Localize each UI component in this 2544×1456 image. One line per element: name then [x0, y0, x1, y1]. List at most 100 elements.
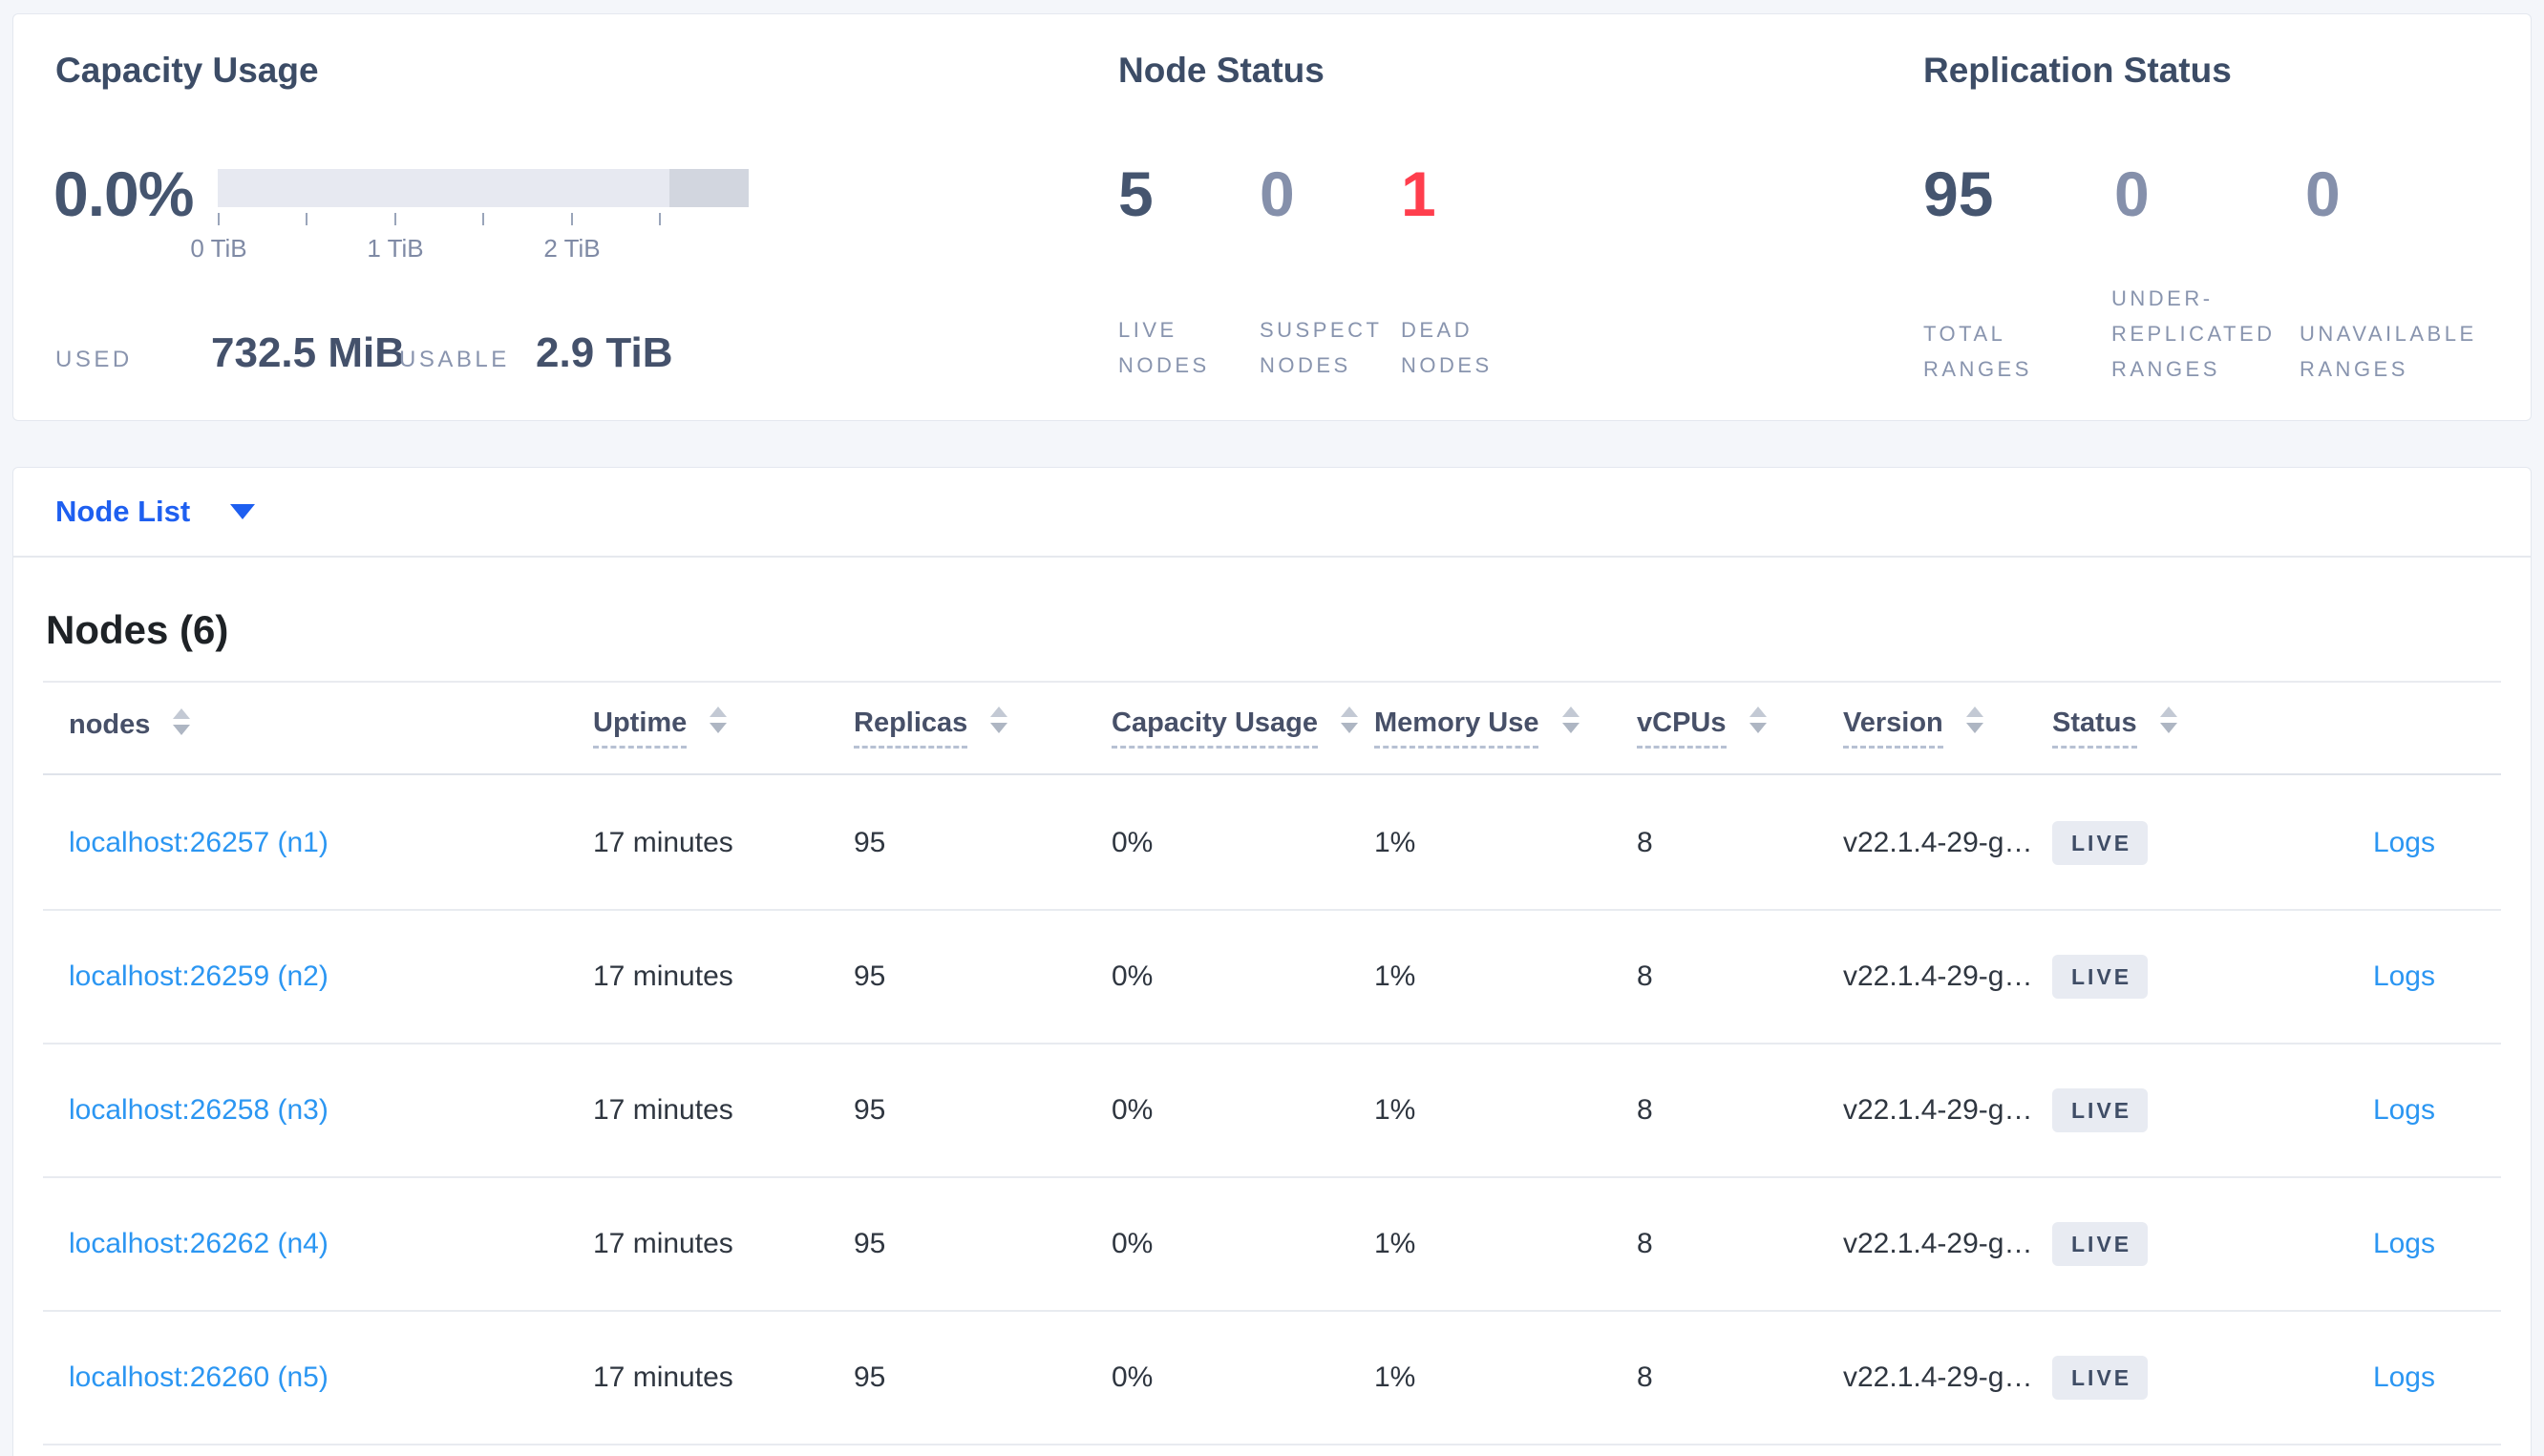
vcpus-cell: 8	[1637, 1361, 1653, 1393]
node-address-link[interactable]: localhost:26262 (n4)	[69, 1228, 329, 1259]
dead-nodes-label: DEAD NODES	[1401, 318, 1493, 377]
node-address-link[interactable]: localhost:26257 (n1)	[69, 827, 329, 858]
usable-value: 2.9 TiB	[536, 329, 673, 376]
table-body: localhost:26257 (n1) 17 minutes 95 0% 1%…	[13, 777, 2531, 1445]
axis-tick	[394, 213, 396, 225]
table-row: localhost:26262 (n4) 17 minutes 95 0% 1%…	[43, 1178, 2501, 1312]
version-cell: v22.1.4-29-g…	[1843, 1228, 2033, 1259]
unavailable-ranges-count: 0	[2305, 158, 2341, 229]
column-header-vcpus[interactable]: vCPUs	[1637, 707, 1843, 749]
sort-icon	[1561, 707, 1579, 734]
memory-cell: 1%	[1374, 827, 1416, 858]
table-row: localhost:26257 (n1) 17 minutes 95 0% 1%…	[43, 777, 2501, 911]
column-header-nodes[interactable]: nodes	[69, 707, 593, 748]
cluster-summary-panel: Capacity Usage 0.0% 0 TiB 1 TiB 2 TiB US…	[12, 13, 2532, 421]
capacity-bar-reserved-segment	[668, 169, 749, 207]
capacity-bar-track	[218, 169, 749, 207]
memory-cell: 1%	[1374, 1228, 1416, 1259]
version-cell: v22.1.4-29-g…	[1843, 1094, 2033, 1126]
live-nodes-count: 5	[1118, 158, 1154, 229]
under-replicated-ranges-label: UNDER- REPLICATED RANGES	[2111, 286, 2276, 381]
version-cell: v22.1.4-29-g…	[1843, 827, 2033, 858]
replication-status-title: Replication Status	[1923, 51, 2232, 90]
usable-label: USABLE	[399, 347, 510, 372]
capacity-cell: 0%	[1112, 1361, 1154, 1393]
axis-tick	[218, 213, 220, 225]
sort-icon	[990, 707, 1008, 734]
sort-icon	[1965, 707, 1983, 734]
sort-icon	[1341, 707, 1359, 734]
axis-tick	[659, 213, 661, 225]
vcpus-cell: 8	[1637, 827, 1653, 858]
axis-tick	[482, 213, 484, 225]
under-replicated-ranges-count: 0	[2114, 158, 2150, 229]
column-header-replicas[interactable]: Replicas	[854, 707, 1112, 749]
capacity-cell: 0%	[1112, 960, 1154, 992]
used-value: 732.5 MiB	[211, 329, 405, 376]
axis-tick-label: 0 TiB	[190, 234, 247, 263]
unavailable-ranges-label: UNAVAILABLE RANGES	[2300, 322, 2477, 381]
replicas-cell: 95	[854, 1094, 886, 1126]
axis-tick	[306, 213, 307, 225]
sort-icon	[1749, 707, 1767, 734]
logs-link[interactable]: Logs	[2372, 827, 2435, 858]
capacity-usage-title: Capacity Usage	[55, 51, 319, 90]
used-label: USED	[55, 347, 133, 372]
section-divider	[43, 681, 2501, 683]
memory-cell: 1%	[1374, 1361, 1416, 1393]
node-list-dropdown-label: Node List	[55, 495, 191, 528]
total-ranges-label: TOTAL RANGES	[1923, 322, 2032, 381]
vcpus-cell: 8	[1637, 1228, 1653, 1259]
memory-cell: 1%	[1374, 960, 1416, 992]
version-cell: v22.1.4-29-g…	[1843, 960, 2033, 992]
replicas-cell: 95	[854, 827, 886, 858]
status-badge: LIVE	[2052, 1222, 2149, 1266]
column-header-status[interactable]: Status	[2052, 707, 2291, 749]
live-nodes-label: LIVE NODES	[1118, 318, 1210, 377]
memory-cell: 1%	[1374, 1094, 1416, 1126]
node-list-dropdown[interactable]: Node List	[13, 468, 2531, 558]
capacity-usage-bar: 0 TiB 1 TiB 2 TiB	[190, 169, 749, 263]
nodes-section-heading: Nodes (6)	[46, 607, 229, 652]
capacity-cell: 0%	[1112, 1228, 1154, 1259]
node-status-title: Node Status	[1118, 51, 1325, 90]
suspect-nodes-label: SUSPECT NODES	[1260, 318, 1383, 377]
axis-tick	[571, 213, 573, 225]
status-badge: LIVE	[2052, 821, 2149, 865]
sort-icon	[2159, 707, 2177, 734]
logs-link[interactable]: Logs	[2372, 1361, 2435, 1393]
uptime-cell: 17 minutes	[593, 827, 733, 858]
table-row: localhost:26260 (n5) 17 minutes 95 0% 1%…	[43, 1312, 2501, 1445]
column-header-version[interactable]: Version	[1843, 707, 2052, 749]
table-header-row: nodes Uptime Replicas Capacity Usage Mem…	[43, 683, 2501, 775]
uptime-cell: 17 minutes	[593, 1361, 733, 1393]
table-row: localhost:26258 (n3) 17 minutes 95 0% 1%…	[43, 1045, 2501, 1178]
capacity-cell: 0%	[1112, 1094, 1154, 1126]
axis-tick-label: 1 TiB	[367, 234, 424, 263]
node-address-link[interactable]: localhost:26259 (n2)	[69, 960, 329, 992]
capacity-percent: 0.0%	[53, 158, 194, 229]
uptime-cell: 17 minutes	[593, 1228, 733, 1259]
uptime-cell: 17 minutes	[593, 1094, 733, 1126]
node-address-link[interactable]: localhost:26260 (n5)	[69, 1361, 329, 1393]
replicas-cell: 95	[854, 1228, 886, 1259]
uptime-cell: 17 minutes	[593, 960, 733, 992]
column-header-memory-use[interactable]: Memory Use	[1374, 707, 1637, 749]
suspect-nodes-count: 0	[1260, 158, 1295, 229]
sort-icon	[710, 707, 728, 734]
node-address-link[interactable]: localhost:26258 (n3)	[69, 1094, 329, 1126]
total-ranges-count: 95	[1923, 158, 1994, 229]
version-cell: v22.1.4-29-g…	[1843, 1361, 2033, 1393]
capacity-cell: 0%	[1112, 827, 1154, 858]
column-header-capacity-usage[interactable]: Capacity Usage	[1112, 707, 1374, 749]
dead-nodes-count: 1	[1401, 158, 1436, 229]
vcpus-cell: 8	[1637, 1094, 1653, 1126]
replicas-cell: 95	[854, 960, 886, 992]
logs-link[interactable]: Logs	[2372, 1228, 2435, 1259]
status-badge: LIVE	[2052, 1356, 2149, 1400]
logs-link[interactable]: Logs	[2372, 1094, 2435, 1126]
column-header-uptime[interactable]: Uptime	[593, 707, 854, 749]
status-badge: LIVE	[2052, 955, 2149, 999]
chevron-down-icon	[230, 504, 256, 519]
logs-link[interactable]: Logs	[2372, 960, 2435, 992]
